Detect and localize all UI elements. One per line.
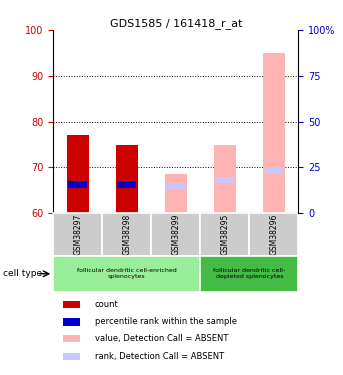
Bar	[264, 167, 283, 174]
Bar	[63, 353, 80, 360]
Text: GSM38297: GSM38297	[73, 214, 82, 255]
Text: GSM38299: GSM38299	[171, 214, 180, 255]
Text: cell type: cell type	[3, 269, 43, 278]
Bar	[200, 256, 298, 292]
Title: GDS1585 / 161418_r_at: GDS1585 / 161418_r_at	[109, 18, 242, 29]
Text: percentile rank within the sample: percentile rank within the sample	[95, 318, 237, 327]
Text: GSM38298: GSM38298	[122, 214, 131, 255]
Bar	[215, 177, 234, 183]
Text: count: count	[95, 300, 119, 309]
Text: rank, Detection Call = ABSENT: rank, Detection Call = ABSENT	[95, 352, 224, 361]
Bar	[63, 301, 80, 308]
Bar	[63, 335, 80, 342]
Text: follicular dendritic cell-
depleted splenocytes: follicular dendritic cell- depleted sple…	[213, 268, 285, 279]
Bar	[53, 256, 200, 292]
Text: GSM38296: GSM38296	[269, 214, 279, 255]
Bar	[116, 144, 138, 213]
Bar	[200, 213, 249, 256]
Text: GSM38295: GSM38295	[220, 214, 229, 255]
Bar	[63, 318, 80, 326]
Text: value, Detection Call = ABSENT: value, Detection Call = ABSENT	[95, 334, 228, 343]
Bar	[102, 213, 151, 256]
Bar	[67, 135, 89, 213]
Bar	[263, 53, 285, 213]
Bar	[214, 144, 236, 213]
Bar	[249, 213, 298, 256]
Bar	[166, 183, 185, 190]
Bar	[117, 181, 136, 188]
Bar	[68, 181, 87, 188]
Bar	[151, 213, 200, 256]
Text: follicular dendritic cell-enriched
splenocytes: follicular dendritic cell-enriched splen…	[77, 268, 177, 279]
Bar	[53, 213, 102, 256]
Bar	[165, 174, 187, 213]
